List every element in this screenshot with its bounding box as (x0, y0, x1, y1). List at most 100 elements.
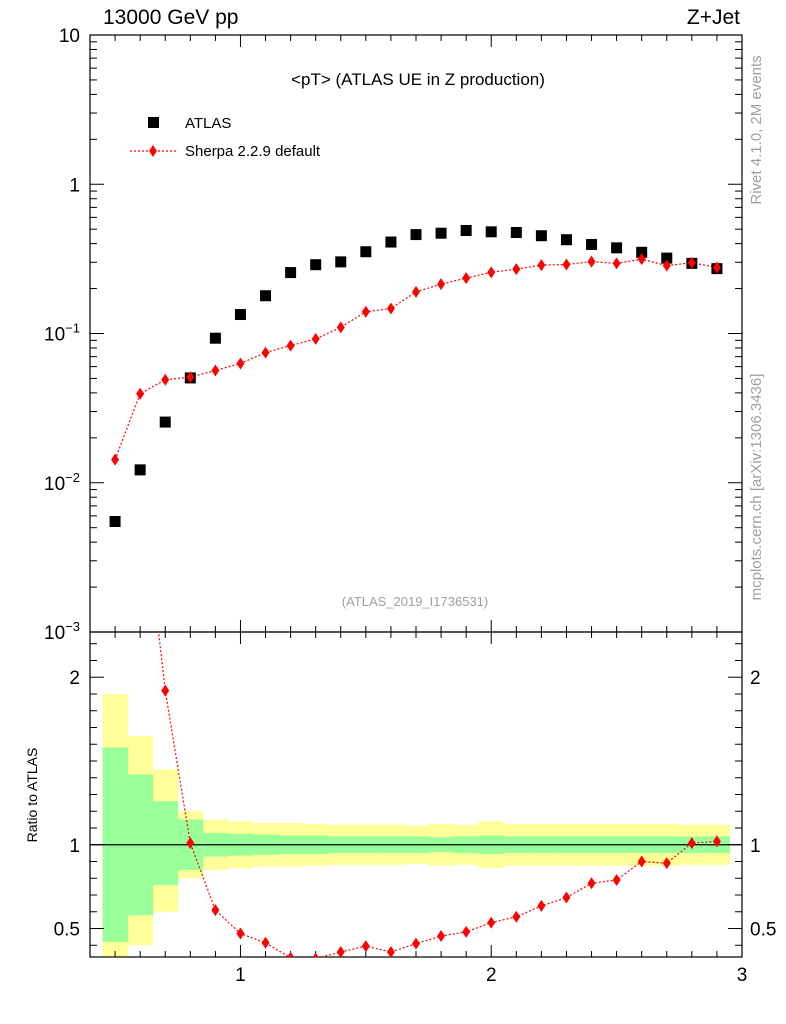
atlas-point (260, 290, 272, 302)
atlas-point (510, 227, 522, 239)
analysis-watermark: (ATLAS_2019_I1736531) (342, 594, 488, 609)
ratio-y-tick-label-right: 2 (750, 668, 761, 689)
tick-exponent: −1 (65, 321, 80, 336)
atlas-point (435, 227, 447, 239)
ratio-y-tick-label-right: 1 (750, 836, 761, 857)
ratio-sherpa-point (236, 927, 245, 940)
ratio-sherpa-point (412, 937, 420, 950)
sherpa-point (637, 253, 646, 266)
atlas-point (535, 230, 547, 242)
x-tick-labels: 1 2 3 (235, 965, 747, 986)
sherpa-point (662, 259, 671, 272)
atlas-point (234, 309, 246, 321)
sherpa-point (562, 258, 571, 271)
sherpa-point (186, 371, 195, 384)
main-plot-title: <pT> (ATLAS UE in Z production) (291, 70, 545, 89)
ratio-uncertainty-bands (90, 693, 742, 957)
ratio-sherpa-point (161, 684, 170, 697)
legend-sherpa-label: Sherpa 2.2.9 default (185, 143, 321, 160)
x-tick-label: 1 (235, 965, 246, 986)
tick-base: 10 (44, 474, 65, 495)
ratio-data-layer (111, 571, 721, 957)
atlas-point (360, 246, 372, 258)
sherpa-point (236, 357, 245, 370)
ratio-sherpa-line (157, 632, 717, 957)
ratio-sherpa-point (587, 877, 596, 890)
sherpa-point (412, 285, 420, 298)
sherpa-point (161, 373, 170, 386)
ratio-sherpa-point (462, 925, 471, 938)
ratio-sherpa-point (186, 837, 195, 850)
ratio-sherpa-point (336, 945, 345, 957)
atlas-point (636, 246, 648, 258)
sherpa-point (336, 321, 345, 334)
ratio-sherpa-point (687, 837, 696, 850)
ratio-frame (89, 631, 743, 958)
atlas-point (109, 516, 121, 528)
sherpa-point (712, 261, 721, 274)
sherpa-point (286, 339, 295, 352)
main-y-tick-label: 10−2 (44, 470, 80, 495)
mcplots-label: mcplots.cern.ch [arXiv:1306.3436] (748, 374, 765, 601)
header-energy-label: 13000 GeV pp (103, 6, 239, 29)
ratio-sherpa-point (287, 951, 295, 957)
sherpa-point (612, 257, 621, 270)
legend-sherpa-marker (149, 145, 157, 157)
ratio-sherpa-point (537, 899, 546, 912)
ratio-sherpa-point (612, 873, 621, 886)
ratio-y-tick-label-right: 0.5 (750, 920, 776, 941)
atlas-point (335, 256, 347, 268)
sherpa-point (462, 272, 471, 285)
sherpa-point (587, 255, 596, 268)
ratio-y-tick-label: 1 (69, 836, 80, 857)
band-green-bin (152, 801, 179, 885)
x-tick-label: 3 (737, 965, 748, 986)
ratio-y-tick-label: 0.5 (54, 920, 80, 941)
ratio-axis-ticks (89, 631, 743, 958)
tick-exponent: −3 (65, 619, 80, 634)
atlas-point (285, 267, 297, 279)
ratio-y-tick-label: 2 (69, 668, 80, 689)
legend-atlas-marker (148, 117, 159, 128)
ratio-sherpa-point (111, 571, 119, 583)
ratio-sherpa-point (662, 857, 671, 870)
sherpa-point (261, 346, 270, 359)
main-y-tick-label: 1 (69, 175, 80, 196)
sherpa-point (386, 302, 395, 315)
atlas-point (134, 464, 146, 476)
ratio-y-axis-label: Ratio to ATLAS (24, 748, 40, 843)
sherpa-point (211, 364, 220, 377)
sherpa-point (687, 256, 696, 269)
ratio-sherpa-point (487, 916, 496, 929)
sherpa-point (111, 453, 120, 466)
ratio-sherpa-point (512, 910, 521, 923)
sherpa-point (537, 259, 546, 272)
atlas-point (310, 259, 322, 271)
tick-base: 10 (59, 26, 80, 47)
atlas-point (209, 332, 221, 344)
sherpa-point (311, 332, 320, 345)
ratio-sherpa-point (437, 930, 446, 943)
ratio-sherpa-point (211, 904, 220, 917)
ratio-sherpa-point (562, 891, 571, 904)
atlas-point (385, 236, 397, 248)
atlas-point (560, 234, 572, 246)
sherpa-point (487, 266, 496, 279)
atlas-point (485, 226, 497, 238)
sherpa-point (361, 305, 370, 318)
ratio-sherpa-point (637, 855, 646, 868)
ratio-sherpa-point (261, 936, 270, 949)
sherpa-point (512, 263, 521, 276)
main-y-tick-label: 10−3 (44, 619, 80, 644)
legend-atlas-label: ATLAS (185, 115, 231, 132)
atlas-point (410, 229, 422, 241)
tick-base: 10 (44, 325, 65, 346)
main-y-tick-label: 10−1 (44, 321, 80, 346)
x-tick-label: 2 (486, 965, 497, 986)
legend: ATLAS Sherpa 2.2.9 default (130, 115, 321, 160)
atlas-point (460, 224, 472, 236)
ratio-sherpa-point (361, 940, 370, 953)
atlas-point (611, 242, 623, 254)
